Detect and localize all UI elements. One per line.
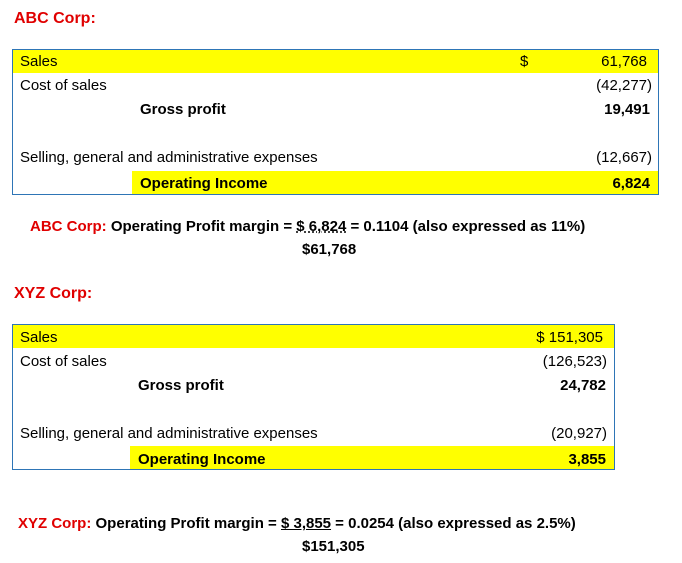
xyz-sales-value: $ 151,305 (536, 329, 603, 346)
abc-sga-value: (12,667) (596, 149, 652, 166)
xyz-cost-label: Cost of sales (20, 353, 107, 370)
abc-sales-value: 61,768 (601, 53, 647, 70)
xyz-sales-highlight (13, 325, 614, 348)
abc-cost-label: Cost of sales (20, 77, 107, 94)
xyz-opinc-label: Operating Income (138, 451, 266, 468)
abc-gross-value: 19,491 (604, 101, 650, 118)
xyz-formula-result: = 0.0254 (also expressed as 2.5%) (331, 515, 576, 532)
abc-formula-denominator: $61,768 (302, 241, 357, 258)
abc-sales-currency: $ (520, 53, 529, 70)
xyz-gross-label: Gross profit (138, 377, 224, 394)
xyz-formula-denominator: $151,305 (302, 538, 365, 555)
xyz-formula-numerator: $ 3,855 (280, 515, 332, 532)
xyz-opinc-value: 3,855 (568, 451, 606, 468)
abc-formula-result: = 0.1104 (also expressed as 11%) (346, 218, 586, 235)
abc-income-table (12, 49, 659, 195)
abc-formula-numerator: $ 6,824 (296, 218, 347, 235)
xyz-sales-label: Sales (20, 329, 58, 346)
abc-opinc-highlight (132, 171, 658, 194)
xyz-sga-label: Selling, general and administrative expe… (20, 425, 318, 442)
xyz-formula: XYZ Corp: Operating Profit margin = $ 3,… (18, 515, 576, 532)
abc-cost-value: (42,277) (596, 77, 652, 94)
abc-sales-label: Sales (20, 53, 58, 70)
abc-heading: ABC Corp: (14, 10, 96, 27)
abc-gross-label: Gross profit (140, 101, 226, 118)
abc-formula-company: ABC Corp: (30, 218, 107, 235)
xyz-sga-value: (20,927) (551, 425, 607, 442)
abc-formula: ABC Corp: Operating Profit margin = $ 6,… (30, 218, 585, 235)
xyz-cost-value: (126,523) (542, 353, 607, 370)
abc-sales-highlight (13, 50, 658, 73)
abc-sga-label: Selling, general and administrative expe… (20, 149, 318, 166)
xyz-heading: XYZ Corp: (14, 285, 93, 302)
abc-opinc-label: Operating Income (140, 175, 268, 192)
abc-opinc-value: 6,824 (612, 175, 650, 192)
xyz-formula-text: Operating Profit margin = (95, 515, 281, 532)
xyz-gross-value: 24,782 (560, 377, 606, 394)
xyz-opinc-highlight (130, 446, 614, 469)
xyz-income-table (12, 324, 615, 470)
xyz-formula-company: XYZ Corp: (18, 515, 92, 532)
abc-formula-text: Operating Profit margin = (110, 218, 297, 235)
